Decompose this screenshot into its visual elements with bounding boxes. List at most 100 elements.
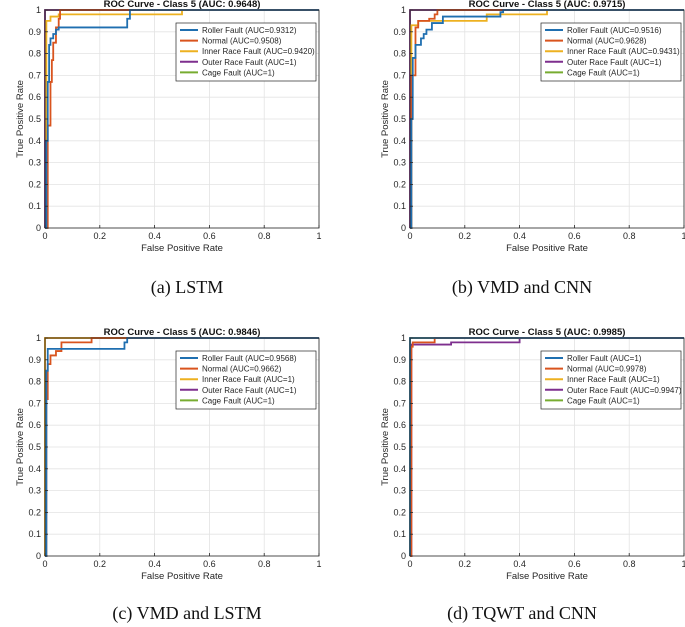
legend-entry-roller: Roller Fault (AUC=0.9312) <box>202 26 297 35</box>
y-tick-label: 0.3 <box>393 158 406 168</box>
x-tick-label: 0.4 <box>148 231 161 241</box>
legend-entry-inner: Inner Race Fault (AUC=0.9420) <box>202 47 315 56</box>
y-tick-label: 0.5 <box>393 114 406 124</box>
legend-box <box>540 350 682 410</box>
x-tick-label: 0 <box>42 231 47 241</box>
x-tick-label: 1 <box>316 559 321 569</box>
legend-entry-roller: Roller Fault (AUC=0.9516) <box>567 26 662 35</box>
chart-title-d: ROC Curve - Class 5 (AUC: 0.9985) <box>469 327 626 338</box>
legend-entry-outer: Outer Race Fault (AUC=1) <box>567 58 662 67</box>
series-line-roller-a <box>45 9 319 229</box>
y-tick-label: 0.2 <box>393 507 406 517</box>
legend-box <box>175 22 317 82</box>
x-axis-label-b: False Positive Rate <box>506 243 588 254</box>
y-tick-label: 1 <box>401 5 406 15</box>
y-axis-label-b: True Positive Rate <box>380 80 391 158</box>
y-tick-label: 0.9 <box>28 355 41 365</box>
y-tick-label: 0.8 <box>393 377 406 387</box>
x-tick-label: 0.8 <box>258 231 271 241</box>
legend-entry-roller: Roller Fault (AUC=0.9568) <box>202 354 297 363</box>
y-tick-label: 1 <box>401 333 406 343</box>
x-tick-label: 0.6 <box>203 559 216 569</box>
x-tick-label: 0.4 <box>513 559 526 569</box>
chart-title-a: ROC Curve - Class 5 (AUC: 0.9648) <box>104 0 261 10</box>
y-tick-label: 0 <box>401 223 406 233</box>
y-tick-label: 0 <box>36 223 41 233</box>
legend-c: Roller Fault (AUC=0.9568) Normal (AUC=0.9… <box>175 350 317 410</box>
y-tick-label: 0.9 <box>393 27 406 37</box>
y-tick-label: 0.5 <box>393 442 406 452</box>
y-tick-label: 0.4 <box>28 136 41 146</box>
roc-chart-b: 0 0.2 0.4 0.6 0.8 1 0 0.1 0.2 0.3 0.4 0.5 0.6 0.7 0.8 0… <box>380 0 685 254</box>
x-tick-label: 0.6 <box>568 559 581 569</box>
x-tick-label: 0.2 <box>94 559 107 569</box>
x-axis-label-d: False Positive Rate <box>506 571 588 582</box>
x-axis-label-c: False Positive Rate <box>141 571 223 582</box>
y-tick-label: 1 <box>36 5 41 15</box>
y-tick-label: 0 <box>36 551 41 561</box>
x-axis-label-a: False Positive Rate <box>141 243 223 254</box>
roc-chart-c: 0 0.2 0.4 0.6 0.8 1 0 0.1 0.2 0.3 0.4 0.5 0.6 0.7 0.8 0… <box>15 327 322 582</box>
legend-entry-cage: Cage Fault (AUC=1) <box>567 68 640 77</box>
y-tick-label: 0.4 <box>28 464 41 474</box>
y-axis-label-d: True Positive Rate <box>380 408 391 486</box>
legend-entry-outer: Outer Race Fault (AUC=1) <box>202 58 297 67</box>
y-tick-label: 0.6 <box>393 92 406 102</box>
y-tick-label: 0.8 <box>393 49 406 59</box>
x-tick-label: 0.2 <box>459 231 472 241</box>
y-axis-label-a: True Positive Rate <box>15 80 26 158</box>
legend-entry-inner: Inner Race Fault (AUC=1) <box>202 375 295 384</box>
y-tick-label: 1 <box>36 333 41 343</box>
legend-b: Roller Fault (AUC=0.9516) Normal (AUC=0.9… <box>540 22 682 82</box>
x-tick-label: 0.2 <box>94 231 107 241</box>
y-tick-label: 0.5 <box>28 442 41 452</box>
y-tick-label: 0.6 <box>393 420 406 430</box>
y-tick-label: 0.8 <box>28 377 41 387</box>
y-tick-label: 0.2 <box>28 179 41 189</box>
legend-entry-outer: Outer Race Fault (AUC=1) <box>202 386 297 395</box>
y-tick-label: 0.3 <box>393 486 406 496</box>
y-tick-label: 0.9 <box>393 355 406 365</box>
x-tick-label: 0.8 <box>623 559 636 569</box>
series-line-roller-c <box>45 337 319 557</box>
x-tick-label: 1 <box>316 231 321 241</box>
y-tick-label: 0.2 <box>28 507 41 517</box>
x-tick-label: 0 <box>407 231 412 241</box>
legend-box <box>540 22 682 82</box>
series-line-roller-b <box>410 9 684 229</box>
legend-entry-normal: Normal (AUC=0.9662) <box>202 365 282 374</box>
x-tick-label: 0.6 <box>203 231 216 241</box>
legend-entry-cage: Cage Fault (AUC=1) <box>202 68 275 77</box>
x-tick-label: 1 <box>681 559 685 569</box>
y-tick-label: 0.3 <box>28 486 41 496</box>
y-axis-label-c: True Positive Rate <box>15 408 26 486</box>
x-tick-label: 0.2 <box>459 559 472 569</box>
x-tick-label: 0.8 <box>258 559 271 569</box>
legend-entry-normal: Normal (AUC=0.9508) <box>202 37 282 46</box>
y-tick-label: 0.8 <box>28 49 41 59</box>
y-tick-label: 0.6 <box>28 92 41 102</box>
y-tick-label: 0.1 <box>393 529 406 539</box>
caption-a: (a) LSTM <box>150 277 224 297</box>
y-tick-label: 0.1 <box>393 201 406 211</box>
y-tick-label: 0.4 <box>393 136 406 146</box>
x-tick-label: 0 <box>407 559 412 569</box>
series-line-normal-a <box>45 9 319 229</box>
y-tick-label: 0.7 <box>393 70 406 80</box>
x-tick-label: 1 <box>681 231 685 241</box>
roc-chart-a: 0 0.2 0.4 0.6 0.8 1 0 0.1 0.2 0.3 0.4 0.5 0.6 0.7 0.8 0… <box>15 0 322 254</box>
legend-entry-roller: Roller Fault (AUC=1) <box>567 354 642 363</box>
y-tick-label: 0 <box>401 551 406 561</box>
legend-box <box>175 350 317 410</box>
legend-d: Roller Fault (AUC=1) Normal (AUC=0.9978)I… <box>540 350 682 410</box>
series-line-inner-a <box>45 9 319 229</box>
x-tick-label: 0.4 <box>513 231 526 241</box>
y-tick-label: 0.5 <box>28 114 41 124</box>
legend-entry-outer: Outer Race Fault (AUC=0.9947) <box>567 386 682 395</box>
caption-d: (d) TQWT and CNN <box>447 603 597 623</box>
legend-entry-inner: Inner Race Fault (AUC=0.9431) <box>567 47 680 56</box>
y-tick-label: 0.9 <box>28 27 41 37</box>
x-tick-label: 0.4 <box>148 559 161 569</box>
legend-entry-inner: Inner Race Fault (AUC=1) <box>567 375 660 384</box>
